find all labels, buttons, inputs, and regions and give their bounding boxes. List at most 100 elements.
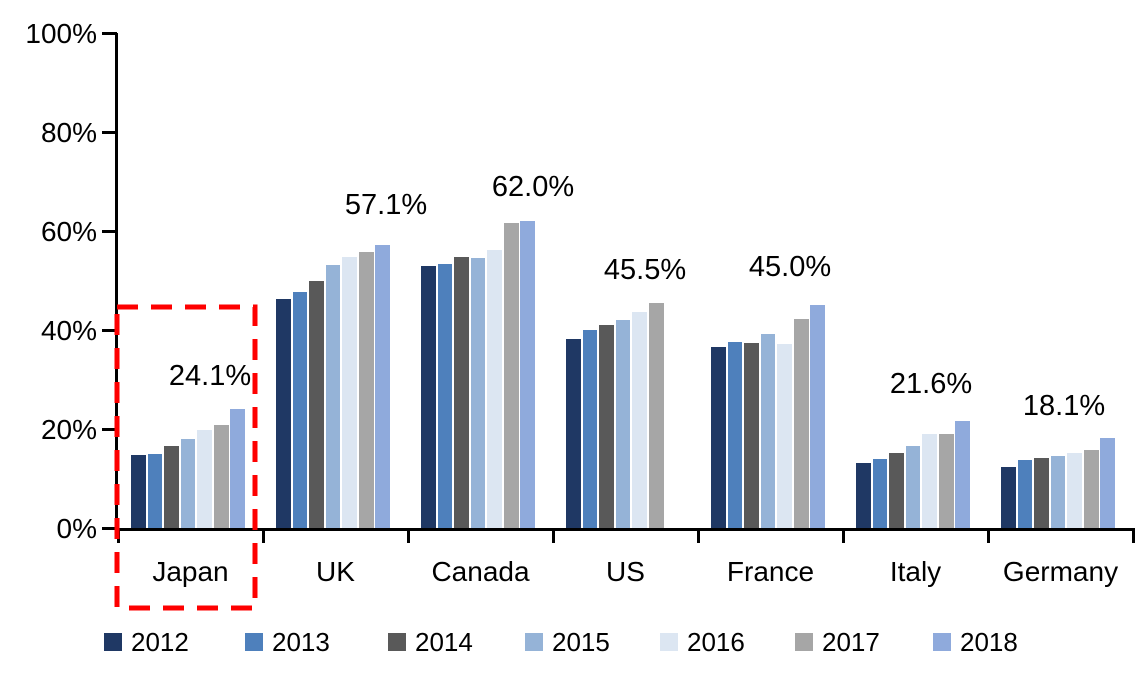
bar-japan-2013 xyxy=(147,453,163,528)
value-label-france: 45.0% xyxy=(748,251,832,283)
bar-germany-2017 xyxy=(1083,450,1099,528)
bar-us-2014 xyxy=(599,325,614,528)
bar-us-2016 xyxy=(632,312,647,528)
bar-uk-2016 xyxy=(342,256,357,528)
bar-italy-2013 xyxy=(872,458,888,528)
legend-item-2016: 2016 xyxy=(660,629,745,655)
bar-germany-2018 xyxy=(1100,438,1116,528)
y-axis-line xyxy=(115,33,118,531)
bar-germany-2013 xyxy=(1017,459,1033,528)
category-label-france: France xyxy=(726,556,815,587)
legend-swatch-2015 xyxy=(525,633,543,651)
category-label-germany: Germany xyxy=(1002,556,1119,587)
bar-japan-2015 xyxy=(180,439,196,528)
bar-italy-2018 xyxy=(955,421,971,528)
value-label-italy: 21.6% xyxy=(889,368,973,400)
bar-germany-2016 xyxy=(1067,453,1082,528)
bar-uk-2017 xyxy=(358,251,374,528)
bar-italy-2014 xyxy=(889,453,904,528)
bar-italy-2012 xyxy=(856,463,871,528)
bar-japan-2016 xyxy=(197,430,212,528)
legend-swatch-2013 xyxy=(245,633,263,651)
legend-label: 2012 xyxy=(131,627,189,657)
legend-label: 2015 xyxy=(552,627,610,657)
bar-japan-2012 xyxy=(131,454,146,528)
x-axis-tick xyxy=(986,528,990,543)
category-label-us: US xyxy=(606,556,645,587)
y-axis-tick xyxy=(102,32,117,35)
legend-label: 2018 xyxy=(960,627,1018,657)
value-label-japan: 24.1% xyxy=(168,360,252,392)
category-label-italy: Italy xyxy=(889,556,942,587)
category-label-uk: UK xyxy=(316,556,355,587)
bar-canada-2012 xyxy=(421,265,436,528)
value-label-germany: 18.1% xyxy=(1022,390,1106,422)
legend-swatch-2016 xyxy=(660,633,678,651)
legend-item-2018: 2018 xyxy=(933,629,1018,655)
y-axis-tick-label: 100% xyxy=(25,18,97,49)
bar-japan-2018 xyxy=(230,408,246,528)
y-axis-tick xyxy=(102,230,117,233)
bar-canada-2018 xyxy=(520,221,536,528)
legend-item-2015: 2015 xyxy=(525,629,610,655)
value-label-us: 45.5% xyxy=(603,254,687,286)
bar-france-2016 xyxy=(777,343,792,528)
bar-canada-2015 xyxy=(470,258,486,528)
bar-france-2012 xyxy=(711,347,726,528)
legend-item-2012: 2012 xyxy=(104,629,189,655)
bar-france-2017 xyxy=(793,319,809,528)
x-axis-line xyxy=(115,528,1135,531)
category-label-japan: Japan xyxy=(152,556,229,587)
bar-germany-2015 xyxy=(1050,456,1066,528)
y-axis-tick-label: 0% xyxy=(56,513,97,544)
bar-italy-2016 xyxy=(922,434,937,528)
legend-label: 2013 xyxy=(272,627,330,657)
legend-swatch-2014 xyxy=(388,633,406,651)
bar-canada-2016 xyxy=(487,250,502,528)
bar-uk-2013 xyxy=(292,291,308,528)
y-axis-tick-label: 80% xyxy=(40,117,97,148)
x-axis-tick xyxy=(406,528,410,543)
bar-italy-2015 xyxy=(905,445,921,528)
y-axis-tick-label: 60% xyxy=(40,216,97,247)
value-label-canada: 62.0% xyxy=(491,171,575,203)
x-axis-tick xyxy=(1131,528,1135,543)
y-axis-tick xyxy=(102,527,117,530)
bar-us-2012 xyxy=(566,338,581,528)
x-axis-tick xyxy=(116,528,120,543)
bar-france-2014 xyxy=(744,342,759,528)
bar-us-2013 xyxy=(582,330,598,528)
bar-us-2015 xyxy=(615,319,631,528)
y-axis-tick-label: 20% xyxy=(40,414,97,445)
bar-canada-2013 xyxy=(437,264,453,528)
bar-germany-2012 xyxy=(1001,467,1016,528)
bar-us-2017 xyxy=(648,302,664,528)
legend-swatch-2018 xyxy=(933,633,951,651)
bar-uk-2018 xyxy=(375,245,391,528)
y-axis-tick xyxy=(102,428,117,431)
x-axis-tick xyxy=(551,528,555,543)
bar-germany-2014 xyxy=(1034,458,1049,528)
value-label-uk: 57.1% xyxy=(344,189,428,221)
category-label-canada: Canada xyxy=(431,556,530,587)
x-axis-tick xyxy=(696,528,700,543)
bar-uk-2012 xyxy=(276,298,291,528)
bar-japan-2014 xyxy=(164,446,179,528)
legend-item-2014: 2014 xyxy=(388,629,473,655)
bar-canada-2017 xyxy=(503,223,519,528)
x-axis-tick xyxy=(261,528,265,543)
bar-france-2018 xyxy=(810,305,826,528)
bar-canada-2014 xyxy=(454,256,469,528)
legend-swatch-2012 xyxy=(104,633,122,651)
legend-label: 2014 xyxy=(415,627,473,657)
y-axis-tick xyxy=(102,131,117,134)
legend-label: 2016 xyxy=(687,627,745,657)
bar-italy-2017 xyxy=(938,433,954,528)
y-axis-tick-label: 40% xyxy=(40,315,97,346)
bar-uk-2014 xyxy=(309,281,324,528)
bar-france-2013 xyxy=(727,342,743,528)
x-axis-tick xyxy=(841,528,845,543)
legend-swatch-2017 xyxy=(795,633,813,651)
bar-japan-2017 xyxy=(213,424,229,528)
